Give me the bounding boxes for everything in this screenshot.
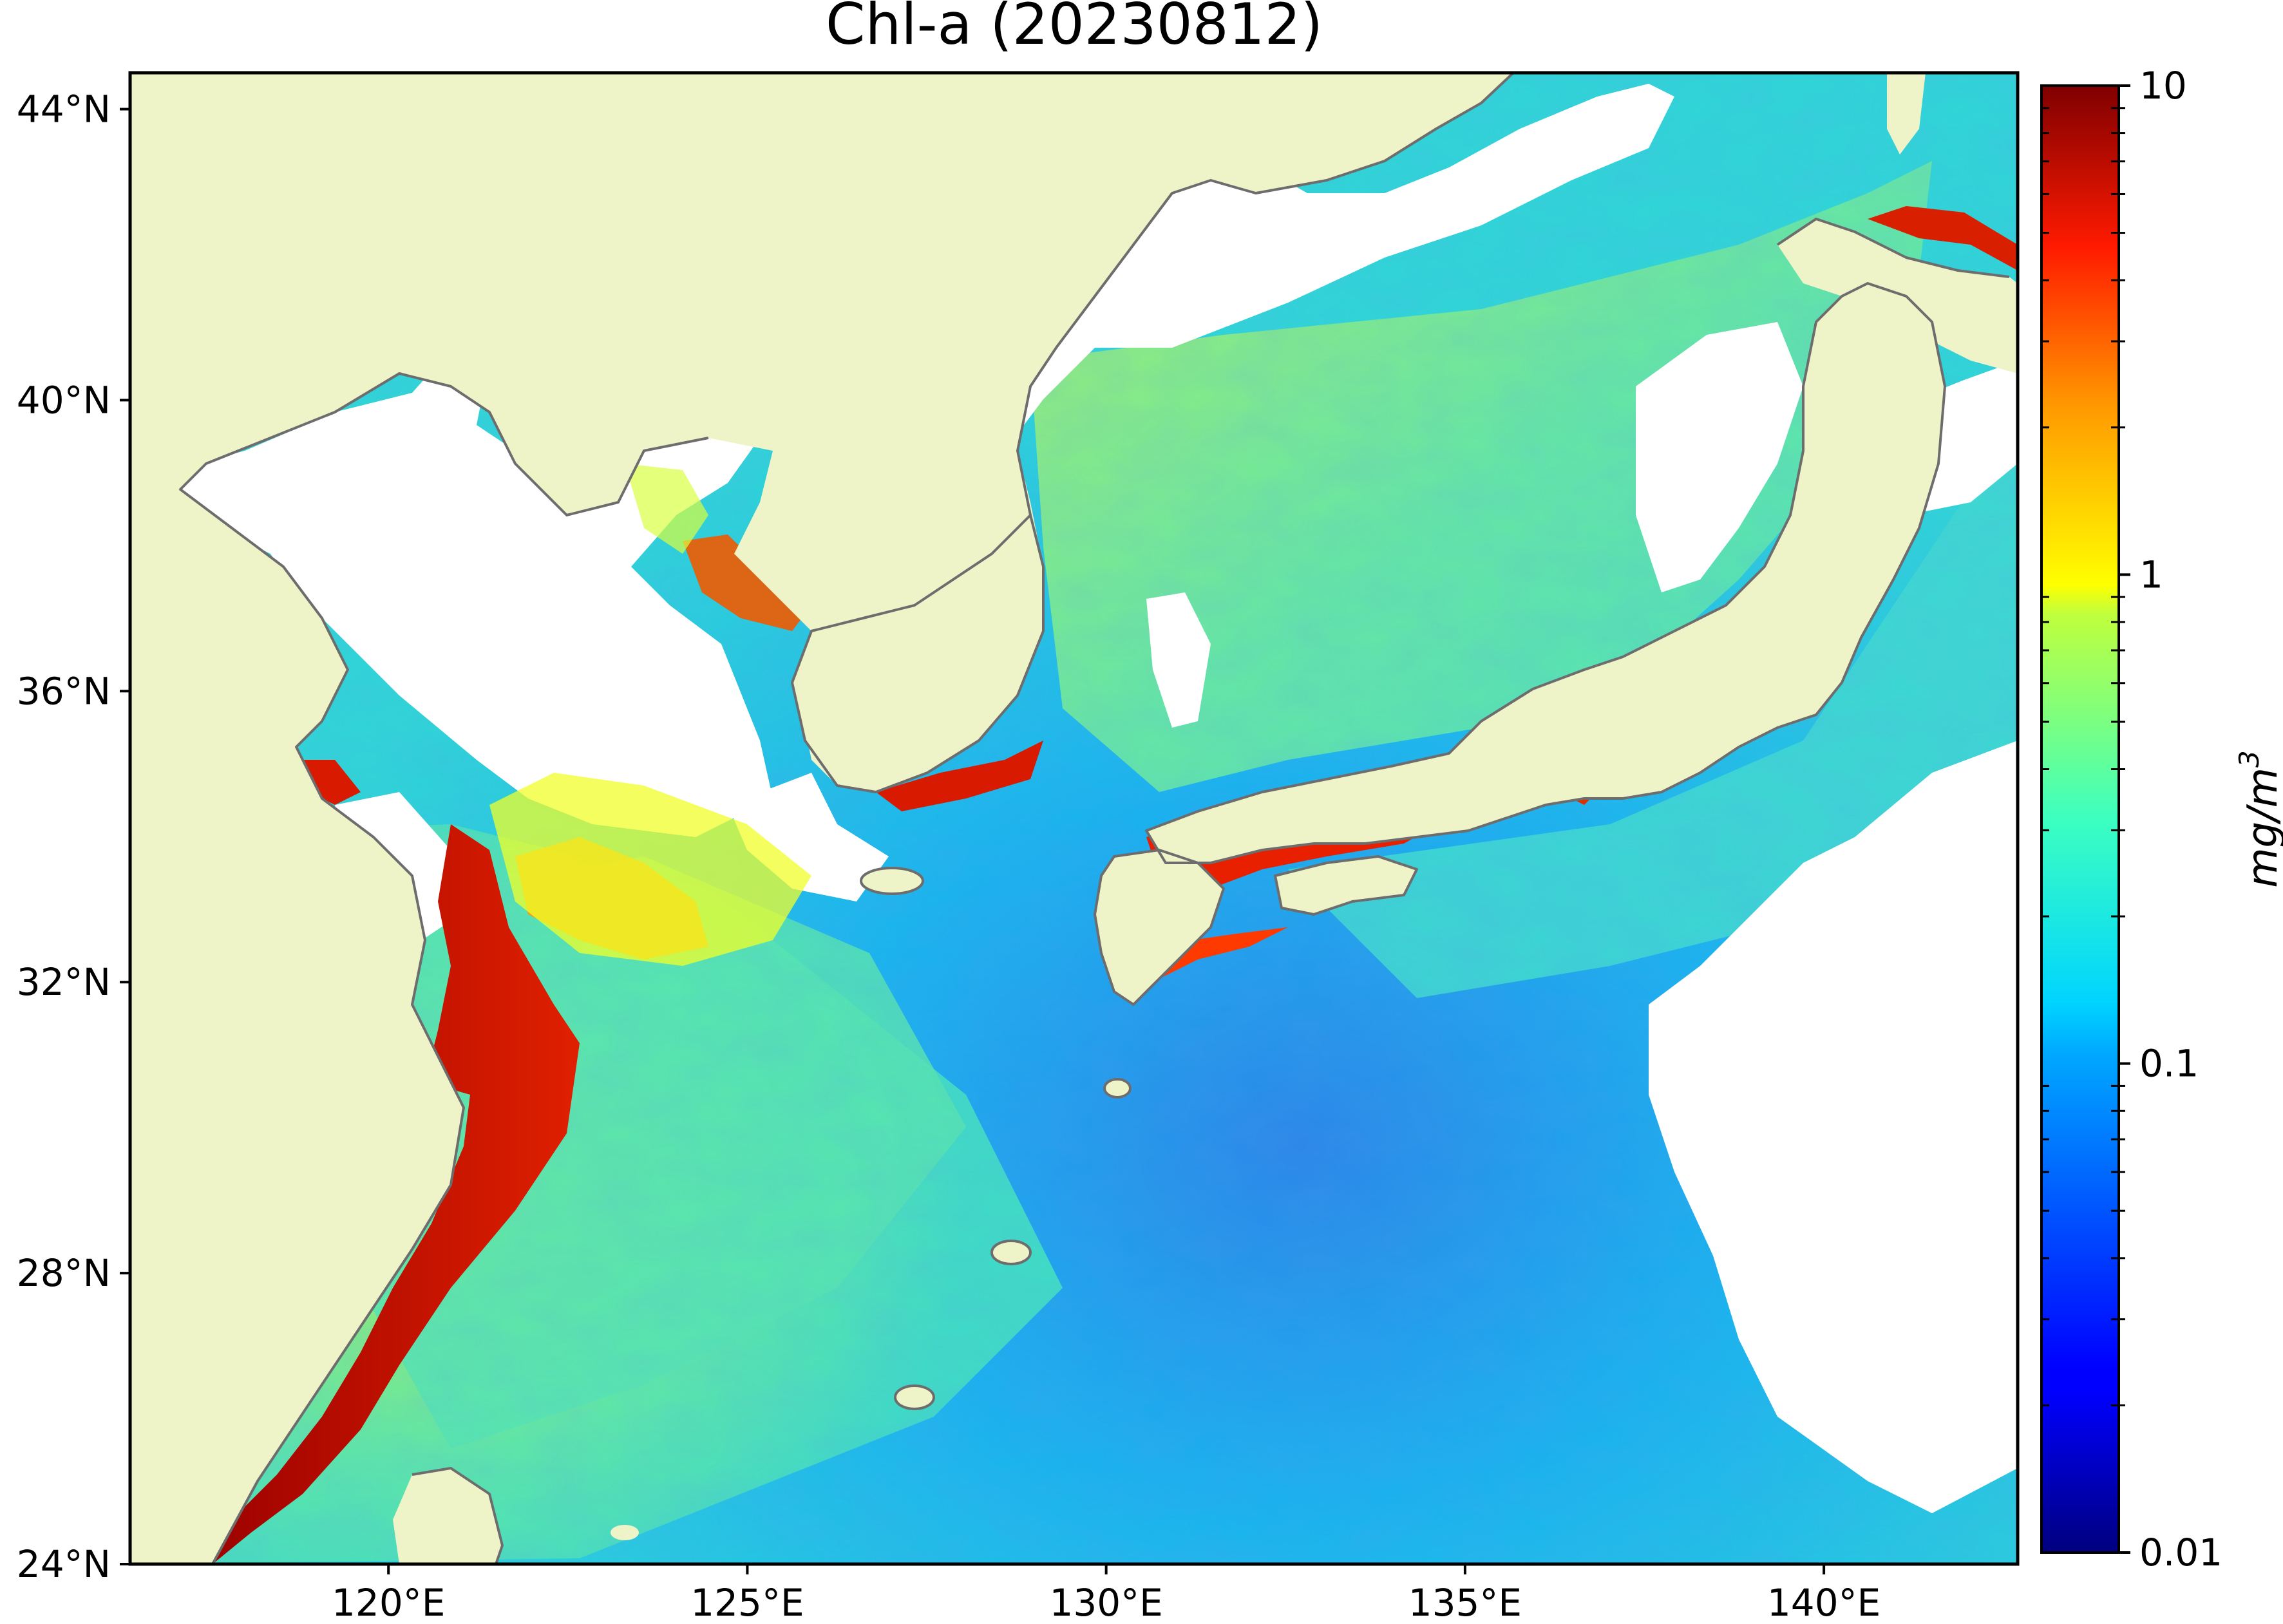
colorbar-tick-label: 0.01 — [2139, 1531, 2222, 1574]
land-jeju — [861, 868, 923, 894]
land-yakushima — [1104, 1079, 1130, 1097]
y-axis: 44°N 40°N 36°N 32°N 28°N 24°N — [17, 87, 130, 1586]
land-sakhalin — [1887, 73, 1926, 155]
colorbar-tick-label: 10 — [2139, 64, 2187, 108]
y-tick-label: 40°N — [17, 378, 111, 422]
zone-korea-south — [876, 741, 1043, 811]
colorbar-tick-label: 0.1 — [2139, 1042, 2199, 1086]
land-taiwan — [393, 1468, 502, 1564]
high-chlorophyll-zones — [193, 206, 2018, 1564]
x-tick-label: 125°E — [690, 1581, 804, 1624]
y-tick-label: 44°N — [17, 87, 111, 131]
land-korean-peninsula — [792, 515, 1043, 792]
x-axis: 120°E 125°E 130°E 135°E 140°E — [332, 1564, 1880, 1624]
land-honshu — [1146, 283, 1945, 863]
land-okinawa — [895, 1386, 934, 1409]
zone-bohai — [625, 464, 708, 554]
land-kyushu — [1095, 850, 1224, 1005]
x-tick-label: 135°E — [1408, 1581, 1522, 1624]
zone-yangtze-zhejiang — [193, 824, 580, 1564]
zone-bohai-coastal — [683, 534, 811, 631]
chart-title: Chl-a (20230812) — [826, 0, 1323, 57]
x-tick-label: 140°E — [1767, 1581, 1880, 1624]
x-tick-label: 120°E — [332, 1581, 445, 1624]
y-tick-label: 32°N — [17, 960, 111, 1004]
land-hokkaido — [1777, 219, 2018, 373]
colorbar-label: mg/m3 — [2233, 750, 2283, 888]
zone-sakhalin — [1868, 206, 2018, 270]
y-tick-label: 28°N — [17, 1251, 111, 1295]
map-frame — [128, 71, 2020, 1566]
land-asian-mainland — [130, 73, 1513, 1564]
land-masses — [130, 73, 2018, 1564]
colorbar-label-superscript: 3 — [2233, 750, 2265, 768]
colorbar: 10 1 0.1 0.01 mg/m3 — [2040, 64, 2283, 1574]
colorbar-ticks: 10 1 0.1 0.01 — [2041, 64, 2222, 1574]
land-amami — [992, 1241, 1030, 1264]
y-tick-label: 24°N — [17, 1542, 111, 1586]
land-shikoku — [1275, 856, 1417, 914]
coastlines — [179, 73, 2010, 1564]
zone-yellow-sea — [489, 773, 811, 966]
colorbar-tick-label: 1 — [2139, 552, 2163, 596]
land-yonaguni — [611, 1525, 639, 1540]
x-tick-label: 130°E — [1049, 1581, 1162, 1624]
y-tick-label: 36°N — [17, 669, 111, 713]
colorbar-gradient — [2040, 84, 2120, 1554]
